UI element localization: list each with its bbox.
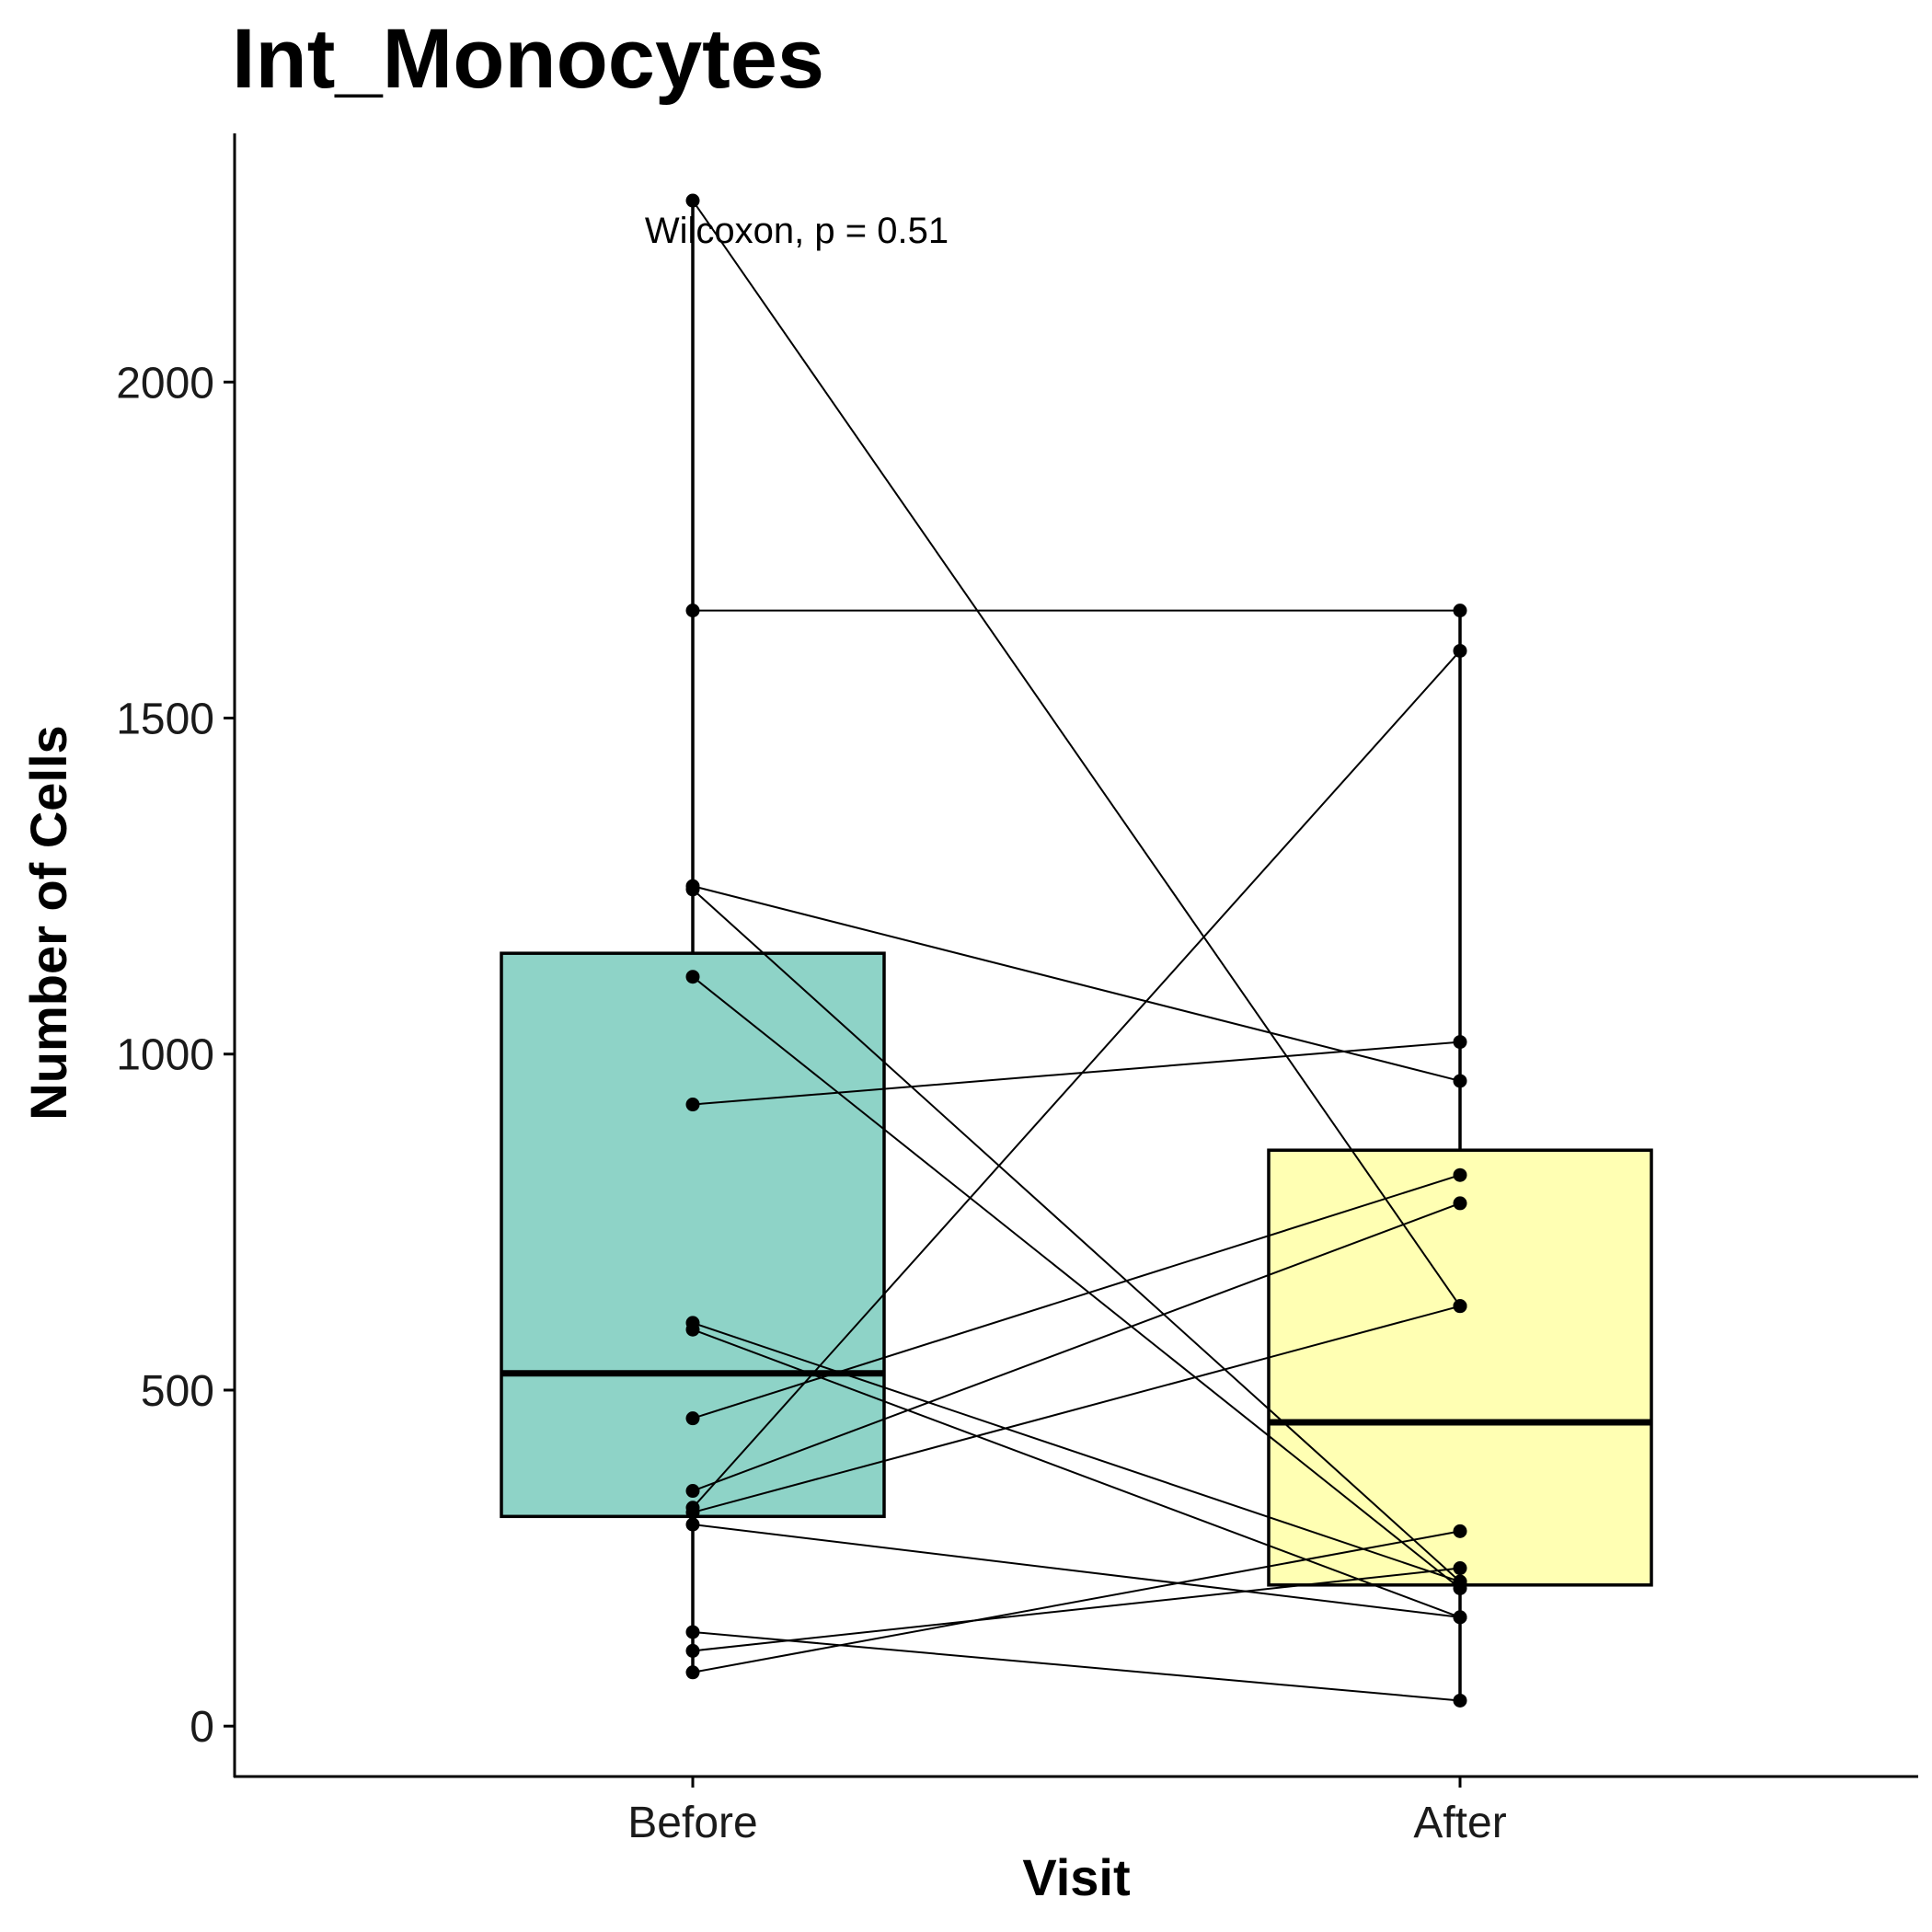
y-axis-ticks: 0 500 1000 1500 2000 [116, 359, 235, 1752]
point-before-5 [685, 970, 700, 984]
y-tick-label-1500: 1500 [116, 696, 214, 744]
chart-title: Int_Monocytes [232, 12, 824, 106]
paired-line-14 [692, 1630, 1461, 1702]
x-axis-ticks: Before After [627, 1777, 1507, 1847]
point-after-3 [1453, 1074, 1467, 1088]
point-before-9 [685, 1411, 700, 1426]
x-axis-title: Visit [1022, 1848, 1130, 1906]
point-after-11 [1453, 643, 1467, 658]
y-tick-label-500: 500 [141, 1367, 214, 1416]
point-after-16 [1453, 1524, 1467, 1538]
paired-line-3 [692, 885, 1461, 1082]
x-tick-label-after: After [1413, 1799, 1506, 1847]
point-after-13 [1453, 1610, 1467, 1625]
point-before-15 [685, 1643, 700, 1658]
paired-line-12 [692, 1305, 1461, 1513]
paired-line-4 [692, 889, 1461, 1582]
box-after [1267, 1148, 1653, 1587]
x-tick-label-before: Before [627, 1799, 757, 1847]
point-before-2 [685, 604, 700, 618]
point-before-10 [685, 1484, 700, 1499]
point-before-8 [685, 1322, 700, 1337]
y-axis-title: Number of Cells [19, 725, 77, 1120]
point-after-10 [1453, 1196, 1467, 1211]
wilcoxon-annotation: Wilcoxon, p = 0.51 [645, 211, 949, 251]
paired-line-11 [692, 650, 1461, 1509]
point-before-6 [685, 1098, 700, 1112]
point-after-9 [1453, 1167, 1467, 1182]
point-after-14 [1453, 1693, 1467, 1708]
point-before-16 [685, 1665, 700, 1680]
points-layer [685, 193, 1467, 1708]
point-after-6 [1453, 1035, 1467, 1050]
point-before-13 [685, 1517, 700, 1532]
paired-lines-layer [692, 200, 1461, 1702]
y-tick-label-1000: 1000 [116, 1031, 214, 1080]
y-tick-label-0: 0 [190, 1703, 214, 1752]
point-before-14 [685, 1625, 700, 1639]
point-after-12 [1453, 1299, 1467, 1314]
paired-line-6 [692, 1041, 1461, 1106]
paired-line-9 [692, 1174, 1461, 1420]
paired-line-10 [692, 1202, 1461, 1492]
paired-line-13 [692, 1524, 1461, 1618]
point-before-1 [685, 193, 700, 208]
point-before-12 [685, 1505, 700, 1520]
paired-line-16 [692, 1530, 1461, 1673]
paired-line-5 [692, 975, 1461, 1590]
point-after-15 [1453, 1561, 1467, 1576]
boxes-layer [500, 201, 1653, 1703]
y-tick-label-2000: 2000 [116, 359, 214, 408]
box-before [500, 951, 886, 1519]
point-after-2 [1453, 604, 1467, 618]
paired-line-1 [692, 200, 1461, 1307]
paired-line-15 [692, 1567, 1461, 1652]
point-after-7 [1453, 1574, 1467, 1589]
point-before-4 [685, 882, 700, 897]
